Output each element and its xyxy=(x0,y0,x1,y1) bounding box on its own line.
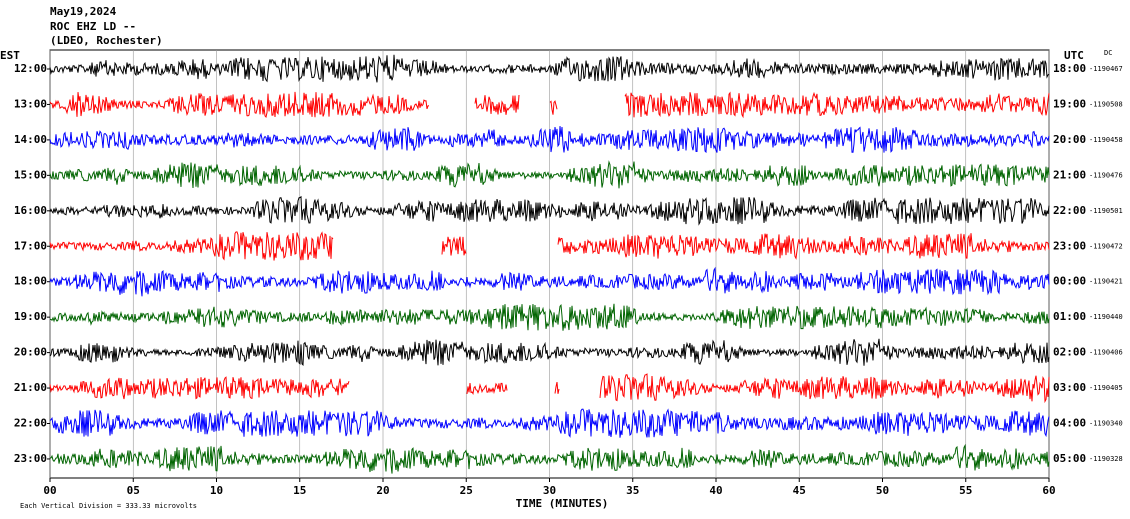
right-title: UTC xyxy=(1064,49,1084,62)
left-title: EST xyxy=(0,49,20,62)
dc-label: -1190340 xyxy=(1089,420,1123,428)
est-label: 12:00 xyxy=(14,62,47,75)
utc-label: 19:00 xyxy=(1053,97,1086,110)
x-tick-label: 55 xyxy=(959,484,972,497)
x-tick-label: 35 xyxy=(626,484,639,497)
trace xyxy=(49,266,1050,297)
utc-label: 18:00 xyxy=(1053,62,1086,75)
dc-label: -1190440 xyxy=(1089,313,1123,321)
utc-label: 20:00 xyxy=(1053,133,1086,146)
est-label: 21:00 xyxy=(14,381,47,394)
trace xyxy=(49,126,1050,154)
est-label: 14:00 xyxy=(14,133,47,146)
x-tick-label: 25 xyxy=(460,484,473,497)
trace xyxy=(49,443,1050,474)
dc-label: -1190501 xyxy=(1089,207,1123,215)
gap xyxy=(430,89,475,119)
est-label: 16:00 xyxy=(14,204,47,217)
utc-label: 05:00 xyxy=(1053,452,1086,465)
gap xyxy=(466,231,558,261)
x-tick-label: 50 xyxy=(876,484,889,497)
trace xyxy=(49,338,1050,367)
est-label: 20:00 xyxy=(14,346,47,359)
dc-label: -1190406 xyxy=(1089,349,1123,357)
utc-label: 22:00 xyxy=(1053,204,1086,217)
footer: Each Vertical Division = 333.33 microvol… xyxy=(20,502,197,510)
est-label: 19:00 xyxy=(14,310,47,323)
dc-label: -1190405 xyxy=(1089,384,1123,392)
location: (LDEO, Rochester) xyxy=(50,34,163,47)
trace xyxy=(49,160,1050,189)
utc-label: 04:00 xyxy=(1053,417,1086,430)
dc-label: -1190328 xyxy=(1089,455,1123,463)
dc-title: DC xyxy=(1104,49,1112,57)
trace xyxy=(49,408,1050,438)
est-label: 22:00 xyxy=(14,417,47,430)
station: ROC EHZ LD -- xyxy=(50,20,136,33)
utc-label: 02:00 xyxy=(1053,346,1086,359)
gap xyxy=(558,89,625,119)
x-tick-label: 15 xyxy=(293,484,306,497)
gap xyxy=(559,373,599,403)
est-label: 17:00 xyxy=(14,239,47,252)
trace xyxy=(49,231,1050,261)
est-label: 18:00 xyxy=(14,275,47,288)
utc-label: 00:00 xyxy=(1053,275,1086,288)
est-label: 23:00 xyxy=(14,452,47,465)
x-tick-label: 40 xyxy=(709,484,722,497)
est-label: 15:00 xyxy=(14,168,47,181)
dc-label: -1190476 xyxy=(1089,171,1123,179)
est-label: 13:00 xyxy=(14,97,47,110)
dc-label: -1190421 xyxy=(1089,278,1123,286)
gap xyxy=(520,89,550,119)
trace xyxy=(49,303,1050,331)
utc-label: 03:00 xyxy=(1053,381,1086,394)
dc-label: -1190458 xyxy=(1089,136,1123,144)
trace xyxy=(49,373,1050,404)
x-tick-label: 10 xyxy=(210,484,223,497)
x-tick-label: 05 xyxy=(127,484,140,497)
utc-label: 21:00 xyxy=(1053,168,1086,181)
utc-label: 01:00 xyxy=(1053,310,1086,323)
gap xyxy=(333,231,441,261)
trace xyxy=(49,91,1050,119)
date: May19,2024 xyxy=(50,5,117,18)
x-tick-label: 30 xyxy=(543,484,556,497)
x-label: TIME (MINUTES) xyxy=(516,497,609,510)
utc-label: 23:00 xyxy=(1053,239,1086,252)
gap xyxy=(508,373,555,403)
dc-label: -1190472 xyxy=(1089,242,1123,250)
x-tick-label: 45 xyxy=(793,484,806,497)
x-tick-label: 60 xyxy=(1042,484,1055,497)
trace xyxy=(49,54,1050,83)
dc-label: -1190467 xyxy=(1089,65,1123,73)
trace xyxy=(49,195,1050,226)
dc-label: -1190508 xyxy=(1089,100,1123,108)
x-tick-label: 20 xyxy=(376,484,389,497)
gap xyxy=(350,373,467,403)
x-tick-label: 00 xyxy=(43,484,56,497)
